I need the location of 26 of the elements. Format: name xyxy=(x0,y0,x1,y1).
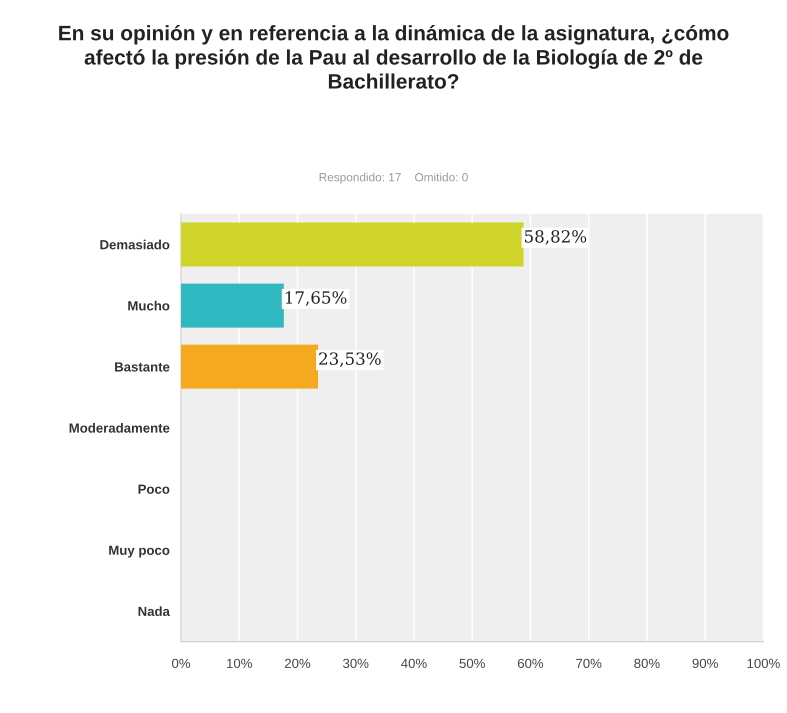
x-tick-label: 0% xyxy=(172,658,190,668)
data-label: 23,53% xyxy=(319,352,381,367)
y-tick-label: Bastante xyxy=(115,362,170,372)
y-tick-label: Moderadamente xyxy=(70,423,170,433)
x-tick-label: 30% xyxy=(343,658,368,668)
data-label: 58,82% xyxy=(524,230,586,245)
x-tick-label: 70% xyxy=(576,658,602,668)
x-tick-label: 90% xyxy=(692,658,718,668)
chart-title: En su opinión y en referencia a la dinámica de la asignatura, ¿cómo afectó la presión de la Pau al desarrollo de la Biología de 2º de Bachillerato? xyxy=(59,24,728,89)
bar xyxy=(181,284,284,328)
x-tick-label: 100% xyxy=(748,658,780,668)
x-tick-label: 80% xyxy=(634,658,660,668)
x-tick-label: 50% xyxy=(460,658,485,668)
x-tick-label: 20% xyxy=(284,658,310,668)
x-tick-label: 40% xyxy=(401,658,427,668)
y-tick-label: Nada xyxy=(138,606,170,616)
x-tick-label: 60% xyxy=(518,658,544,668)
bar xyxy=(181,344,318,389)
data-label: 17,65% xyxy=(286,291,346,306)
y-tick-label: Mucho xyxy=(128,300,170,310)
chart-subtitle: Respondido: 17 Omitido: 0 xyxy=(320,172,468,184)
x-tick-label: 10% xyxy=(227,658,252,668)
y-tick-label: Demasiado xyxy=(100,240,170,250)
y-tick-label: Muy poco xyxy=(109,546,170,558)
bar xyxy=(181,222,524,266)
y-tick-label: Poco xyxy=(138,484,170,494)
